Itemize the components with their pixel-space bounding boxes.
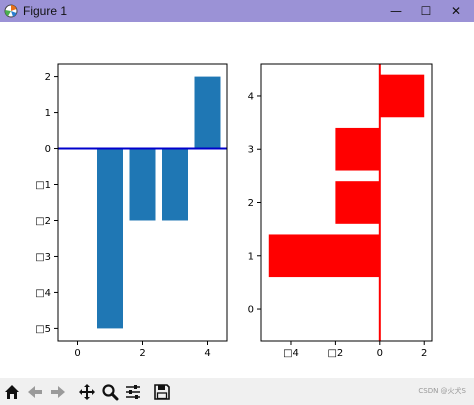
figure-svg: 0 2 4 2 1 0 □1 □2 □3 □4 □5 □4 □2 0 2 0 1 2 3 4 (35, 63, 433, 359)
y-tick-label: 0 (248, 305, 254, 316)
x-tick-label: 2 (139, 348, 145, 359)
hbar-1 (268, 234, 380, 278)
x-tick-label: 0 (74, 348, 80, 359)
y-tick-label: □4 (35, 288, 51, 299)
home-icon[interactable] (1, 381, 23, 403)
y-tick-label: 4 (248, 91, 254, 102)
hbar-3 (335, 127, 380, 171)
bar-1 (97, 148, 123, 329)
x-tick-label: 0 (377, 348, 383, 359)
forward-arrow-icon[interactable] (47, 381, 69, 403)
navigation-toolbar (0, 378, 474, 405)
x-tick-label: 4 (204, 348, 210, 359)
title-bar: Figure 1 — ☐ ✕ (0, 0, 474, 22)
y-tick-label: □2 (35, 216, 51, 227)
x-tick-label: □4 (283, 348, 299, 359)
y-tick-label: 2 (248, 198, 254, 209)
hbar-2 (335, 181, 380, 224)
watermark-text: CSDN @火犬S (418, 387, 466, 395)
y-tick-label: □5 (35, 324, 51, 335)
y-tick-label: 0 (45, 144, 51, 155)
x-tick-label: 2 (421, 348, 427, 359)
configure-subplots-icon[interactable] (122, 381, 144, 403)
figure-canvas[interactable]: 0 2 4 2 1 0 □1 □2 □3 □4 □5 □4 □2 0 2 0 1 2 3 4 (0, 22, 474, 378)
y-tick-label: 1 (45, 108, 51, 119)
left-subplot: 0 2 4 2 1 0 □1 □2 □3 □4 □5 (35, 63, 228, 359)
pan-icon[interactable] (76, 381, 98, 403)
y-tick-label: □3 (35, 252, 51, 263)
y-tick-label: 2 (45, 72, 51, 83)
save-icon[interactable] (151, 381, 173, 403)
window-title: Figure 1 (23, 4, 68, 18)
y-tick-label: 3 (248, 145, 254, 156)
bar-3 (162, 148, 188, 221)
right-subplot: □4 □2 0 2 0 1 2 3 4 (248, 63, 433, 359)
zoom-icon[interactable] (99, 381, 121, 403)
y-tick-label: 1 (248, 251, 254, 262)
bar-2 (129, 148, 156, 221)
y-tick-label: □1 (35, 180, 51, 191)
matplotlib-app-icon (3, 3, 19, 19)
hbar-4 (379, 74, 425, 118)
x-tick-label: □2 (327, 348, 343, 359)
maximize-button[interactable]: ☐ (420, 4, 432, 18)
close-button[interactable]: ✕ (450, 4, 462, 18)
bar-4 (194, 76, 221, 149)
back-arrow-icon[interactable] (24, 381, 46, 403)
minimize-button[interactable]: — (390, 4, 402, 18)
